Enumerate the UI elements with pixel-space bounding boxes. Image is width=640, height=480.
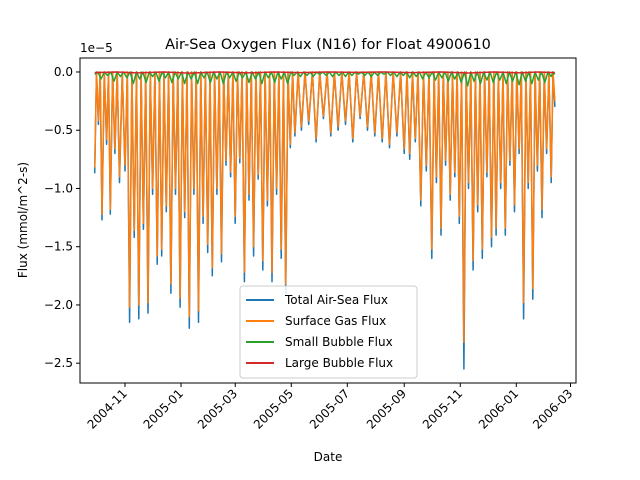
x-tick-label: 2006-03	[530, 386, 575, 431]
y-tick-label: −0.5	[44, 123, 73, 137]
y-tick-label: −1.5	[44, 240, 73, 254]
y-tick-label: −2.5	[44, 356, 73, 370]
series-line-small-bubble-flux	[94, 71, 556, 87]
x-tick-label: 2005-09	[364, 386, 409, 431]
x-tick-label: 2006-01	[476, 386, 521, 431]
y-axis-label: Flux (mmol/m^2-s)	[16, 162, 30, 278]
legend-label: Total Air-Sea Flux	[284, 293, 388, 307]
chart-title: Air-Sea Oxygen Flux (N16) for Float 4900…	[165, 37, 491, 53]
x-tick-label: 2005-11	[420, 386, 465, 431]
series-line-large-bubble-flux	[94, 71, 555, 74]
legend: Total Air-Sea Flux Surface Gas Flux Small …	[239, 285, 418, 379]
y-offset-label: 1e−5	[80, 41, 113, 55]
series-layer	[93, 71, 556, 370]
legend-label: Small Bubble Flux	[285, 335, 393, 349]
x-axis-ticks: 2004-11 2005-01 2005-03 2005-05 2005-07 2005-…	[85, 383, 575, 432]
y-axis-ticks: 0.0 −0.5 −1.0 −1.5 −2.0 −2.5	[44, 65, 80, 370]
y-tick-label: −2.0	[44, 298, 73, 312]
y-tick-label: 0.0	[54, 65, 73, 79]
x-tick-label: 2005-07	[307, 386, 352, 431]
x-tick-label: 2004-11	[85, 386, 130, 431]
x-tick-label: 2005-01	[141, 386, 186, 431]
legend-box	[239, 285, 418, 379]
y-tick-label: −1.0	[44, 181, 73, 195]
plot-frame	[79, 57, 577, 384]
legend-label: Surface Gas Flux	[285, 314, 386, 328]
x-axis-label: Date	[314, 450, 343, 464]
x-tick-label: 2005-05	[251, 386, 296, 431]
legend-label: Large Bubble Flux	[285, 356, 393, 370]
x-tick-label: 2005-03	[195, 386, 240, 431]
